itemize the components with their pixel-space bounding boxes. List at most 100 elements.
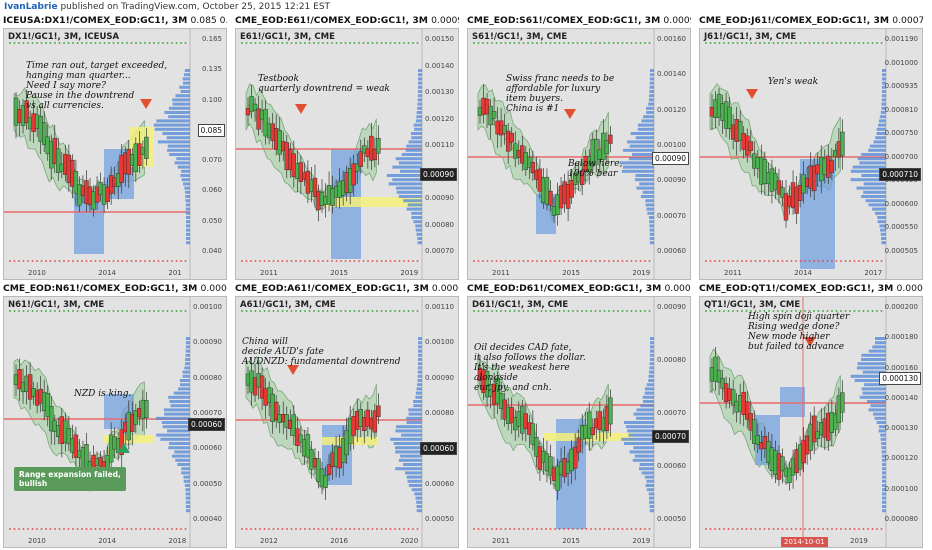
signal-dot [768, 260, 770, 262]
chart-panel[interactable]: CME_EOD:QT1!/COMEX_EOD:GC1!, 3M 0.0001QT… [696, 282, 924, 550]
signal-dot [750, 310, 752, 312]
chart-area[interactable]: E61!/GC1!, 3M, CME Testbook quarterly dow… [235, 28, 459, 280]
signal-dot [90, 260, 92, 262]
volume-profile-bar [648, 98, 654, 102]
signal-dot [871, 528, 874, 530]
signal-dot [648, 260, 651, 262]
volume-profile-bar [413, 404, 422, 408]
signal-dot [349, 42, 351, 44]
volume-profile-bar [623, 148, 654, 152]
y-tick-label: 0.00070 [193, 409, 222, 417]
signal-dot [563, 528, 565, 530]
volume-profile-bar [632, 458, 654, 462]
chart-panel[interactable]: CME_EOD:J61!/COMEX_EOD:GC1!, 3M 0.00071J… [696, 14, 924, 282]
chart-annotation: Below here, 100% bear [568, 159, 623, 179]
volume-profile-bar [881, 463, 886, 466]
chart-area[interactable]: A61!/GC1!, 3M, CME China will decide AUD'… [235, 296, 459, 548]
signal-dot [563, 42, 565, 44]
volume-profile-bar [417, 341, 422, 345]
chart-area[interactable]: S61!/GC1!, 3M, CME Swiss franc needs to b… [467, 28, 691, 280]
signal-dot [117, 528, 119, 530]
volume-profile-bar [621, 169, 654, 173]
signal-dot [576, 528, 579, 530]
chart-panel[interactable]: CME_EOD:D61!/COMEX_EOD:GC1!, 3M 0.0007D6… [464, 282, 692, 550]
candle [587, 411, 592, 439]
signal-dot [473, 260, 475, 262]
signal-dot [594, 260, 597, 262]
signal-dot [416, 528, 419, 530]
signal-dot [630, 42, 633, 44]
volume-profile-bar [414, 127, 422, 131]
signal-dot [295, 260, 297, 262]
candle [259, 375, 265, 399]
signal-dot [286, 528, 288, 530]
volume-profile-bar [643, 115, 654, 119]
signal-dot [241, 528, 243, 530]
signal-dot [90, 528, 92, 530]
chart-panel[interactable]: CME_EOD:A61!/COMEX_EOD:GC1!, 3M 0.0006A6… [232, 282, 460, 550]
volume-profile-bar [881, 454, 886, 458]
signal-dot [558, 42, 561, 44]
chart-panel[interactable]: ICEUSA:DX1!/COMEX_EOD:GC1!, 3M 0.085 0.0… [0, 14, 228, 282]
signal-dot [362, 42, 365, 44]
signal-dot [826, 528, 829, 530]
signal-dot [54, 42, 56, 44]
candle [484, 371, 490, 398]
signal-dot [522, 310, 525, 312]
volume-profile-bar [411, 488, 422, 492]
candle [358, 151, 363, 167]
signal-dot [777, 310, 779, 312]
signal-dot [513, 528, 516, 530]
signal-dot [795, 260, 797, 262]
chart-area[interactable]: N61!/GC1!, 3M, CME NZD is king. Range expa… [3, 296, 227, 548]
volume-profile-bar [648, 492, 654, 496]
signal-dot [518, 310, 520, 312]
signal-dot [27, 260, 29, 262]
signal-dot [639, 310, 642, 312]
signal-dot [72, 260, 74, 262]
signal-dot [385, 528, 387, 530]
volume-profile-bar [881, 73, 886, 77]
y-tick-label: 0.00050 [193, 479, 222, 488]
chart-svg [236, 297, 423, 547]
y-tick-label: 0.070 [201, 156, 222, 165]
signal-dot [358, 310, 360, 312]
volume-profile-bar [633, 446, 654, 450]
signal-dot [831, 260, 833, 262]
signal-dot [117, 260, 119, 262]
signal-dot [184, 42, 187, 44]
chart-panel[interactable]: CME_EOD:E61!/COMEX_EOD:GC1!, 3M 0.0009E6… [232, 14, 460, 282]
volume-profile-bar [167, 144, 190, 148]
chart-area[interactable]: D61!/GC1!, 3M, CME Oil decides CAD fate, … [467, 296, 691, 548]
x-tick-label: 2017 [864, 269, 883, 277]
chart-panel[interactable]: CME_EOD:N61!/COMEX_EOD:GC1!, 3M 0.0006N6… [0, 282, 228, 550]
chart-area[interactable]: QT1!/GC1!, 3M, CME High spin doji quarter… [699, 296, 923, 548]
chart-area[interactable]: DX1!/GC1!, 3M, ICEUSA Time ran out, targe… [3, 28, 227, 280]
volume-profile-bar [648, 496, 654, 500]
author-link[interactable]: IvanLabrie [4, 2, 58, 12]
volume-profile-bar [183, 475, 190, 479]
signal-dot [772, 310, 775, 312]
signal-dot [594, 528, 597, 530]
volume-profile-bar [649, 370, 654, 374]
signal-dot [49, 528, 52, 530]
volume-profile-bar [417, 81, 422, 85]
signal-dot [148, 310, 151, 312]
signal-dot [500, 260, 502, 262]
volume-profile-bar [185, 203, 190, 207]
chart-panel[interactable]: CME_EOD:S61!/COMEX_EOD:GC1!, 3M 0.0009S6… [464, 14, 692, 282]
candle [372, 410, 378, 433]
signal-dot [162, 310, 164, 312]
signal-dot [817, 528, 820, 530]
signal-dot [831, 42, 833, 44]
chart-area[interactable]: J61!/GC1!, 3M, CME Yen's weak 0.001190 0.00… [699, 28, 923, 280]
signal-dot [545, 528, 547, 530]
signal-dot [549, 528, 552, 530]
signal-dot [871, 42, 874, 44]
signal-dot [500, 310, 502, 312]
volume-profile-bar [406, 207, 422, 211]
candle [305, 434, 311, 458]
volume-profile-bar [641, 119, 654, 123]
y-tick-label: 0.00050 [657, 515, 686, 523]
signal-dot [349, 528, 351, 530]
